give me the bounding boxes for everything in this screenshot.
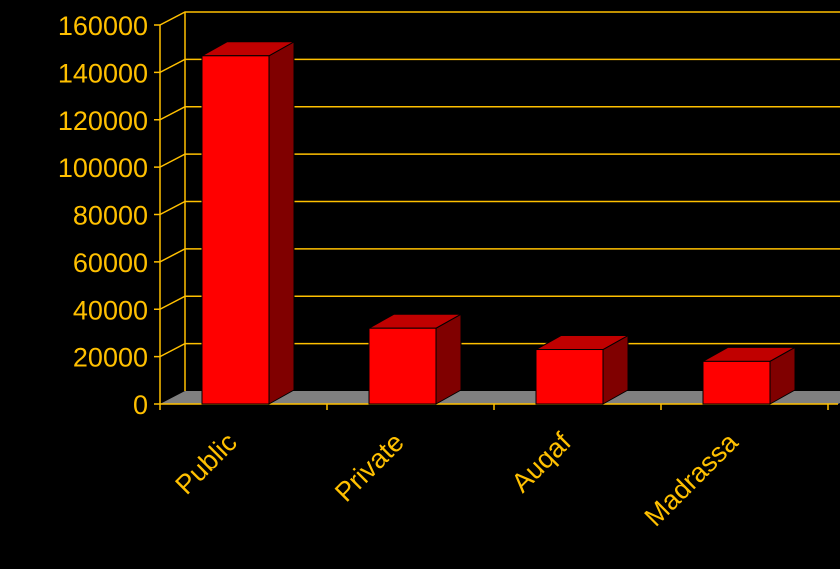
y-tick-label: 40000 [73,295,148,325]
floor-plane [160,391,840,404]
bar [368,327,437,405]
gridlines [159,11,840,391]
gridline [159,11,840,26]
y-tick-label: 120000 [58,106,148,136]
y-tick-label: 60000 [73,248,148,278]
gridline [159,200,840,216]
bar [201,55,270,405]
y-tick-labels: 0 20000 40000 60000 80000 100000 120000 140000 1… [58,11,148,420]
y-tick-label: 20000 [73,343,148,373]
bar [535,349,604,405]
gridline [159,58,840,74]
gridline [159,106,840,121]
y-tick-label: 100000 [58,153,148,183]
x-category-label: Madrassa [639,426,745,532]
x-category-labels: Public Private Auqaf Madrassa [170,426,745,532]
bar [702,360,771,405]
y-tick-label: 0 [133,390,148,420]
gridline [159,153,840,168]
gridline [159,295,840,310]
bars [200,40,797,405]
bar-side [268,40,295,405]
y-tick-label: 140000 [58,58,148,88]
y-tick-label: 160000 [58,11,148,41]
x-category-label: Public [170,427,243,500]
x-category-label: Auqaf [506,427,577,498]
x-category-label: Private [329,427,410,508]
chart-floor [160,391,840,404]
gridline [159,248,840,263]
y-tick-label: 80000 [73,201,148,231]
bar-side [435,313,462,405]
